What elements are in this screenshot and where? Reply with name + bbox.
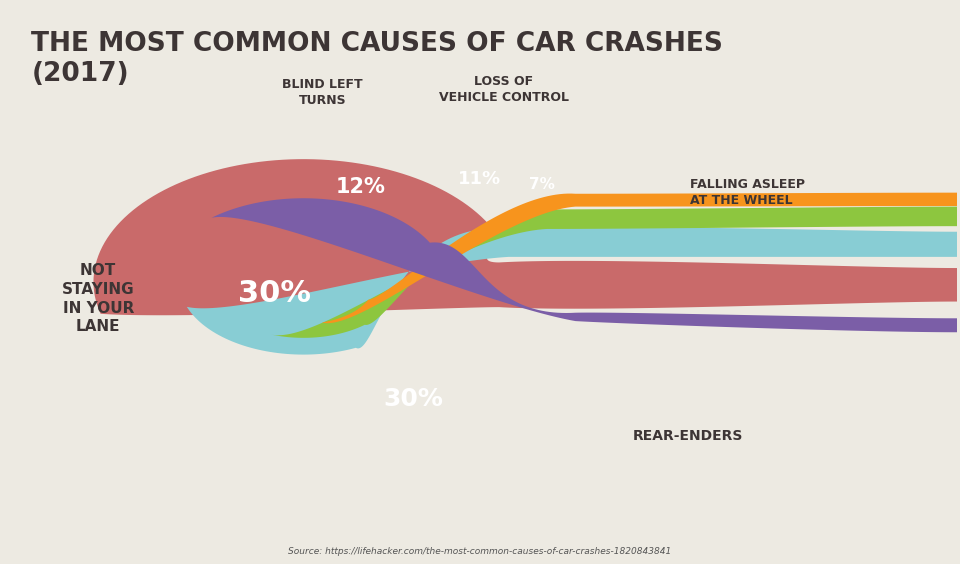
Text: 30%: 30%	[238, 279, 311, 308]
Text: LOSS OF
VEHICLE CONTROL: LOSS OF VEHICLE CONTROL	[439, 75, 569, 104]
Text: Source: https://lifehacker.com/the-most-common-causes-of-car-crashes-1820843841: Source: https://lifehacker.com/the-most-…	[288, 547, 672, 556]
Text: 11%: 11%	[459, 170, 501, 188]
Polygon shape	[187, 227, 957, 355]
Polygon shape	[93, 159, 957, 315]
Polygon shape	[322, 193, 957, 323]
Text: 30%: 30%	[383, 387, 444, 411]
Text: FALLING ASLEEP
AT THE WHEEL: FALLING ASLEEP AT THE WHEEL	[690, 178, 805, 207]
Text: 12%: 12%	[336, 177, 386, 197]
Text: 7%: 7%	[529, 177, 555, 192]
Text: THE MOST COMMON CAUSES OF CAR CRASHES
(2017): THE MOST COMMON CAUSES OF CAR CRASHES (2…	[32, 30, 723, 87]
Polygon shape	[211, 198, 957, 332]
Text: REAR-ENDERS: REAR-ENDERS	[633, 429, 743, 443]
Text: BLIND LEFT
TURNS: BLIND LEFT TURNS	[282, 78, 363, 107]
Text: NOT
STAYING
IN YOUR
LANE: NOT STAYING IN YOUR LANE	[61, 263, 134, 334]
Polygon shape	[271, 206, 957, 338]
